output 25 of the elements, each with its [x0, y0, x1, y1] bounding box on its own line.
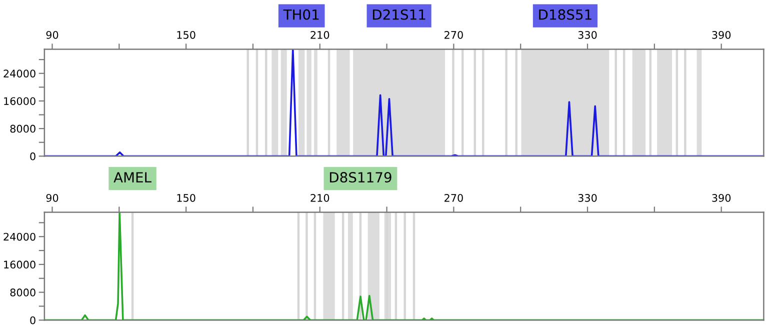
y-tick-label: 16000: [4, 97, 36, 106]
ref-line-label: AMEL: [114, 172, 152, 182]
x-tick-label: 210: [310, 194, 330, 202]
x-tick-label: 150: [177, 194, 196, 202]
ref-line-label: D8S1179: [330, 172, 392, 183]
band-label: TH01: [283, 9, 319, 20]
x-tick-label: 270: [444, 30, 463, 39]
x-tick-label: 270: [444, 194, 463, 202]
y-tick-label: 8000: [10, 124, 36, 133]
y-tick-label: 24000: [4, 70, 36, 78]
y-tick-label: 8000: [10, 288, 36, 296]
x-tick-label: 330: [578, 30, 597, 39]
y-tick-label: 24000: [4, 232, 36, 241]
x-tick-label: 390: [712, 194, 731, 202]
band-label: D21S11: [372, 9, 426, 20]
band-label: D18S51: [539, 9, 592, 20]
x-tick-label: 150: [177, 30, 196, 39]
x-tick-label: 90: [46, 194, 58, 202]
x-tick-label: 210: [310, 30, 330, 39]
y-tick-label: 16000: [4, 260, 36, 269]
x-tick-label: 90: [46, 30, 58, 39]
x-tick-label: 330: [578, 194, 597, 202]
y-tick-label: 0: [30, 152, 36, 160]
x-tick-label: 390: [712, 30, 731, 39]
y-tick-label: 0: [30, 316, 36, 324]
